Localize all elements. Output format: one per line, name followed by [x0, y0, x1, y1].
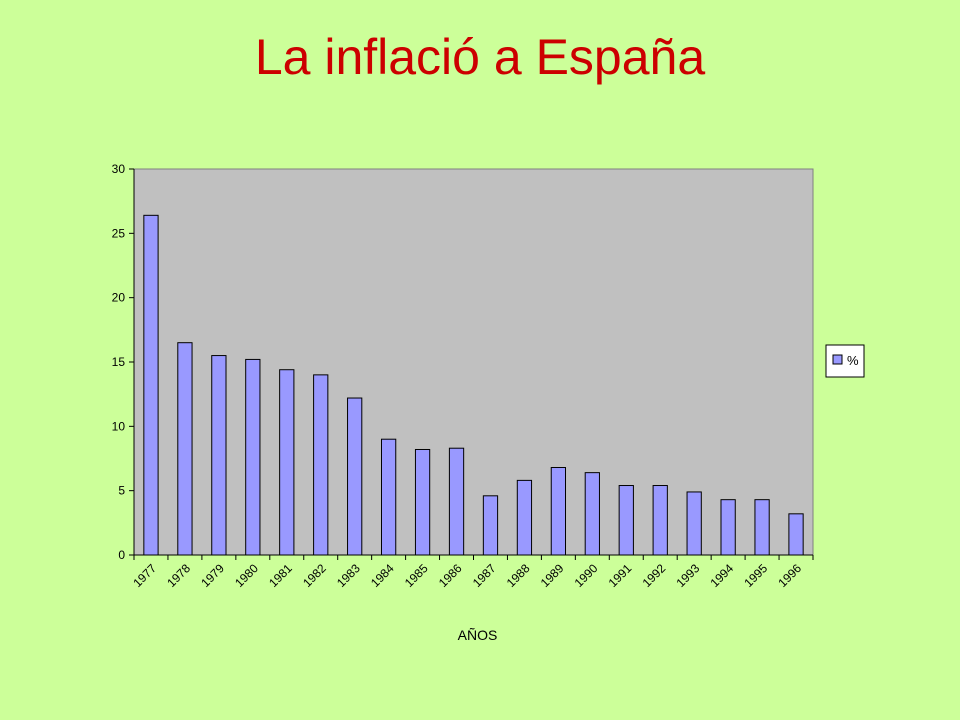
bar [448, 447, 465, 556]
bar [550, 467, 567, 556]
x-tick-label: 1981 [266, 561, 295, 590]
bar [686, 491, 702, 556]
y-tick-label: 15 [112, 355, 126, 369]
bar [380, 438, 397, 556]
bar [516, 479, 533, 556]
x-tick-label: 1993 [674, 561, 703, 590]
bar [313, 374, 329, 556]
bar [245, 358, 261, 556]
x-tick-label: 1980 [232, 561, 261, 590]
x-tick-label: 1982 [300, 561, 329, 590]
legend-label: % [847, 353, 859, 368]
bar [177, 342, 193, 556]
x-tick-label: 1990 [572, 561, 601, 590]
bar [754, 499, 770, 556]
x-tick-label: 1996 [775, 561, 804, 590]
x-tick-label: 1977 [130, 561, 159, 590]
bar [211, 355, 227, 556]
legend-swatch [832, 354, 843, 365]
x-tick-label: 1985 [402, 561, 431, 590]
y-tick-label: 25 [112, 226, 126, 240]
x-tick-label: 1987 [470, 561, 499, 590]
y-tick-label: 5 [118, 484, 125, 498]
y-tick-label: 20 [112, 291, 126, 305]
bar [347, 397, 363, 556]
y-tick-label: 30 [112, 162, 126, 176]
y-axis: 0 5 10 15 20 25 30 [112, 162, 135, 562]
x-axis-label: AÑOS [458, 627, 498, 643]
bar [414, 448, 431, 556]
bar [652, 485, 668, 556]
x-tick-label: 1978 [164, 561, 193, 590]
plot-area [133, 168, 814, 556]
x-tick-label: 1988 [504, 561, 533, 590]
bar [720, 499, 736, 556]
bar [788, 513, 804, 556]
x-tick-label: 1995 [741, 561, 770, 590]
bar [143, 214, 159, 556]
bar [584, 472, 600, 556]
legend: % [825, 344, 865, 378]
x-tick-label: 1986 [436, 561, 465, 590]
x-tick-label: 1992 [640, 561, 669, 590]
x-axis: 1977 1978 1979 1980 1981 1982 1983 1984 1985 1986… [130, 554, 814, 590]
bar [618, 485, 634, 556]
y-tick-label: 0 [118, 548, 125, 562]
x-tick-label: 1989 [538, 561, 567, 590]
y-tick-label: 10 [112, 419, 126, 433]
legend-box [825, 344, 865, 378]
bar [279, 369, 295, 556]
x-tick-label: 1983 [334, 561, 363, 590]
slide-title: La inflació a España [254, 29, 706, 85]
x-tick-label: 1984 [368, 561, 397, 590]
x-tick-label: 1979 [198, 561, 227, 590]
x-tick-label: 1991 [606, 561, 635, 590]
bar [482, 495, 499, 556]
x-tick-label: 1994 [707, 561, 736, 590]
